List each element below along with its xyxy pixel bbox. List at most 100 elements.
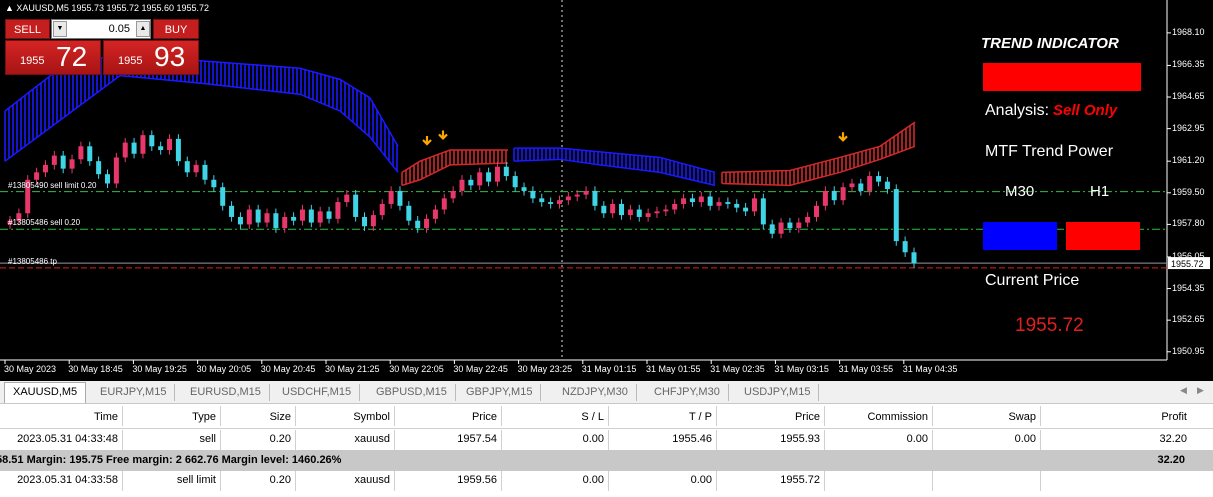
column-header-price[interactable]: Price xyxy=(794,411,820,423)
time-axis-label: 30 May 2023 xyxy=(4,364,57,374)
candle-body xyxy=(610,203,616,214)
time-axis-label: 31 May 03:15 xyxy=(774,364,829,374)
candle-body xyxy=(486,172,492,182)
candle-body xyxy=(814,205,820,217)
candle-body xyxy=(893,189,899,242)
column-header-commission[interactable]: Commission xyxy=(867,411,928,423)
candle-body xyxy=(140,135,146,154)
chart-tab-nzdjpy-m30[interactable]: NZDJPY,M30 xyxy=(554,384,637,401)
column-separator[interactable] xyxy=(122,406,123,426)
lot-increase-button[interactable]: ▲ xyxy=(136,21,150,37)
column-separator[interactable] xyxy=(501,406,502,426)
price-scale-label: 1962.95 xyxy=(1172,122,1205,133)
time-axis-label: 30 May 18:45 xyxy=(68,364,123,374)
column-header-profit[interactable]: Profit xyxy=(1161,411,1187,423)
candle-body xyxy=(432,209,438,219)
table-cell: xauusd xyxy=(354,474,390,486)
column-separator[interactable] xyxy=(1040,406,1041,426)
trade-row[interactable]: 2023.05.31 04:33:58 sell limit 0.20 xauusd 1… xyxy=(0,471,1213,491)
terminal-header-row: Time Type Size Symbol Price S / L T / P Price Co… xyxy=(0,404,1213,429)
current-price-label: Current Price xyxy=(985,272,1080,289)
candle-body xyxy=(716,202,722,206)
candle-body xyxy=(370,215,376,227)
column-header-symbol[interactable]: Symbol xyxy=(353,411,390,423)
mtf-trend-power-title: MTF Trend Power xyxy=(985,143,1114,160)
chart-tab-gbpjpy-m15[interactable]: GBPJPY,M15 xyxy=(458,384,542,401)
tab-scroll-right-icon[interactable]: ▶ xyxy=(1197,385,1204,395)
table-cell: xauusd xyxy=(354,433,390,445)
tab-scroll-left-icon[interactable]: ◀ xyxy=(1180,385,1187,395)
candle-body xyxy=(760,198,766,225)
chart-tab-usdjpy-m15[interactable]: USDJPY,M15 xyxy=(736,384,820,401)
collapse-triangle-icon[interactable]: ▲ xyxy=(5,3,17,13)
price-scale-label: 1952.65 xyxy=(1172,314,1205,325)
table-cell: 0.00 xyxy=(690,474,712,486)
buy-price-box[interactable]: 1955 93 xyxy=(103,40,199,75)
buy-button[interactable]: BUY xyxy=(153,19,199,39)
column-header-time[interactable]: Time xyxy=(93,411,118,423)
table-cell: 1959.56 xyxy=(457,474,497,486)
price-scale-label: 1957.80 xyxy=(1172,218,1205,229)
candle-body xyxy=(636,209,642,217)
order-line-label[interactable]: #13805486 tp xyxy=(8,256,57,266)
column-header-swap[interactable]: Swap xyxy=(1008,411,1036,423)
column-separator[interactable] xyxy=(932,406,933,426)
column-separator[interactable] xyxy=(220,406,221,426)
trade-row[interactable]: 2023.05.31 04:33:48 sell 0.20 xauusd 1957.54… xyxy=(0,430,1213,450)
chart-tab-eurjpy-m15[interactable]: EURJPY,M15 xyxy=(92,384,176,401)
lot-size-input[interactable] xyxy=(68,21,134,37)
price-chart[interactable]: 1955.72 ▲ XAUUSD,M5 1955.73 1955.72 1955… xyxy=(0,0,1213,381)
price-scale-label: 1968.10 xyxy=(1172,26,1205,37)
candle-body xyxy=(113,157,119,184)
candle-body xyxy=(202,164,208,180)
candle-body xyxy=(149,135,155,147)
cell-separator xyxy=(122,430,123,450)
column-header-type[interactable]: Type xyxy=(192,411,216,423)
column-header-s-l[interactable]: S / L xyxy=(581,411,604,423)
sell-button[interactable]: SELL xyxy=(5,19,50,39)
table-cell: 1957.54 xyxy=(457,433,497,445)
column-separator[interactable] xyxy=(824,406,825,426)
column-separator[interactable] xyxy=(394,406,395,426)
candle-body xyxy=(911,252,917,264)
column-header-size[interactable]: Size xyxy=(269,411,291,423)
lot-decrease-button[interactable]: ▼ xyxy=(53,21,67,37)
column-header-price[interactable]: Price xyxy=(471,411,497,423)
candle-body xyxy=(273,213,279,229)
column-separator[interactable] xyxy=(608,406,609,426)
cell-separator xyxy=(1040,430,1041,450)
order-line-label[interactable]: #13805490 sell limit 0.20 xyxy=(8,180,97,190)
cell-separator xyxy=(932,471,933,491)
chart-tab-gbpusd-m15[interactable]: GBPUSD,M15 xyxy=(368,384,456,401)
time-axis-label: 31 May 03:55 xyxy=(838,364,894,374)
candle-body xyxy=(672,203,678,210)
candle-body xyxy=(822,190,828,206)
price-scale-label: 1959.50 xyxy=(1172,186,1205,197)
chart-tab-eurusd-m15[interactable]: EURUSD,M15 xyxy=(182,384,270,401)
table-cell: 32.20 xyxy=(1159,433,1187,445)
column-separator[interactable] xyxy=(295,406,296,426)
candle-body xyxy=(362,216,368,227)
candle-body xyxy=(51,155,57,165)
column-header-t-p[interactable]: T / P xyxy=(688,411,712,423)
trend-band-lower-edge xyxy=(401,162,509,187)
chart-canvas[interactable]: 1955.72 xyxy=(0,0,1213,381)
cell-separator xyxy=(394,430,395,450)
sell-price-box[interactable]: 1955 72 xyxy=(5,40,101,75)
cell-separator xyxy=(716,471,717,491)
candle-body xyxy=(264,213,270,223)
chart-tab-chfjpy-m30[interactable]: CHFJPY,M30 xyxy=(646,384,729,401)
chart-tab-usdchf-m15[interactable]: USDCHF,M15 xyxy=(274,384,361,401)
tf-m30-label: M30 xyxy=(1005,183,1035,200)
order-line-label[interactable]: #13805486 sell 0.20 xyxy=(8,218,81,228)
cell-separator xyxy=(824,430,825,450)
candle-body xyxy=(78,146,84,160)
sell-signal-arrow-icon xyxy=(838,132,848,142)
candle-body xyxy=(645,213,651,217)
column-separator[interactable] xyxy=(716,406,717,426)
sell-signal-arrow-icon xyxy=(422,136,432,146)
table-cell: 1955.46 xyxy=(672,433,712,445)
buy-price-pips: 93 xyxy=(154,41,186,72)
chart-tab-xauusd-m5[interactable]: XAUUSD,M5 xyxy=(4,382,87,403)
candle-body xyxy=(601,205,607,214)
